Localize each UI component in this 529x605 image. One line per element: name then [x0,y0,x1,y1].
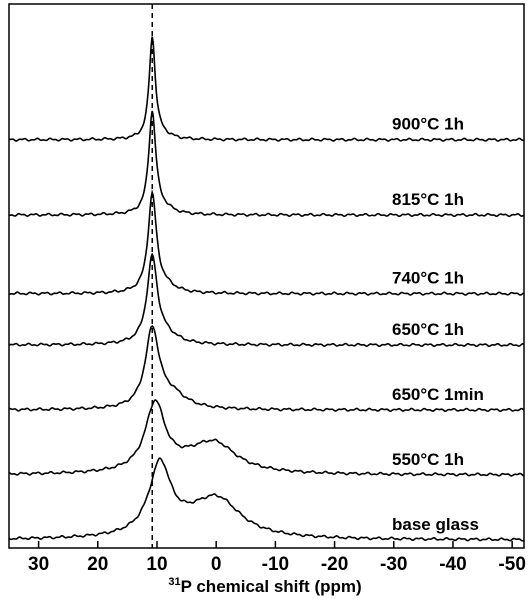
series-label-5: 815°C 1h [392,190,464,209]
x-tick-label-6: -30 [380,554,407,575]
spectrum-line-1 [8,399,525,477]
series-label-3: 650°C 1h [392,320,464,339]
x-axis-title-text: P chemical shift (ppm) [181,577,362,596]
x-tick-label-7: -40 [439,554,466,575]
series-labels: base glass 550°C 1h 650°C 1min 650°C 1h 740°… [392,115,484,534]
series-label-1: 550°C 1h [392,450,464,469]
x-tick-label-0: 30 [28,554,49,575]
spectrum-line-3 [8,252,525,348]
x-axis-title-superscript: 31 [168,576,180,588]
series-label-0: base glass [392,515,479,534]
x-tick-label-4: -10 [262,554,289,575]
spectra-group [8,36,525,542]
spectrum-line-4 [8,189,525,296]
x-tick-label-5: -20 [321,554,348,575]
plot-frame [8,3,525,549]
spectrum-line-5 [8,110,525,218]
spectrum-line-0 [8,457,525,542]
series-label-6: 900°C 1h [392,115,464,134]
x-tick-label-1: 20 [87,554,108,575]
spectrum-line-6 [8,36,525,142]
x-axis-tick-labels: 30 20 10 0 -10 -20 -30 -40 -50 [28,554,526,575]
series-label-4: 740°C 1h [392,269,464,288]
x-tick-label-8: -50 [498,554,525,575]
x-axis-title: 31P chemical shift (ppm) [168,576,361,596]
x-tick-label-2: 10 [146,554,167,575]
x-axis-ticks [37,541,513,548]
spectrum-line-2 [8,324,525,413]
x-tick-label-3: 0 [211,554,222,575]
series-label-2: 650°C 1min [392,385,484,404]
